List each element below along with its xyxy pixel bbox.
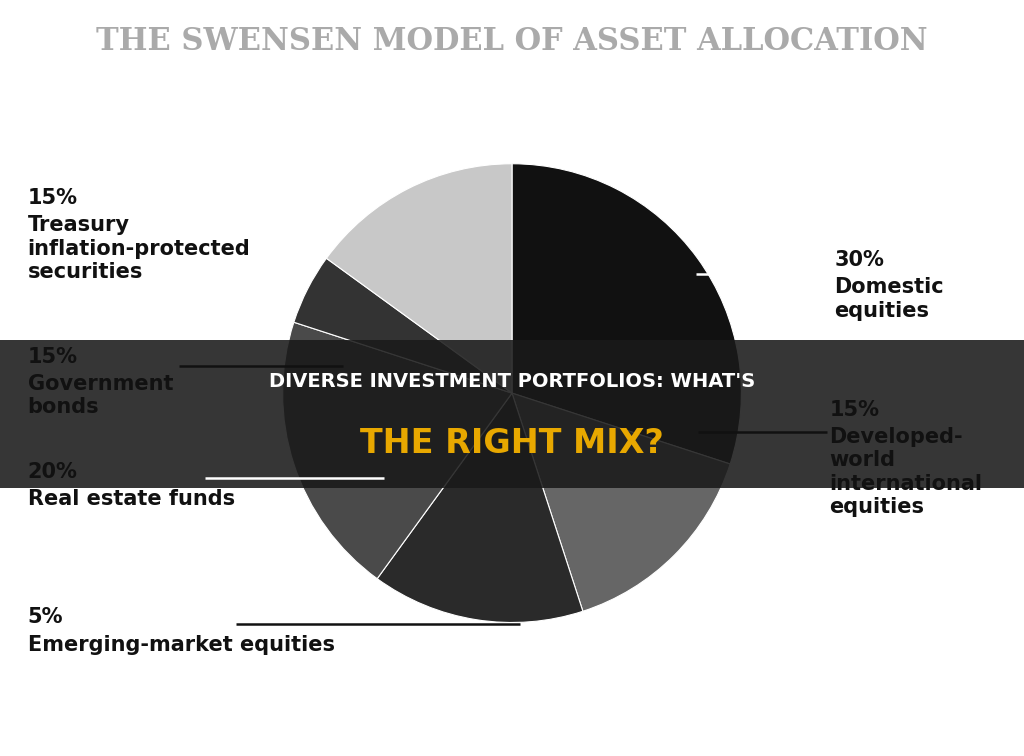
Wedge shape <box>327 164 512 393</box>
Text: 20%: 20% <box>28 462 78 482</box>
Text: Government
bonds: Government bonds <box>28 374 173 417</box>
Wedge shape <box>283 322 512 578</box>
Text: Developed-
world
international
equities: Developed- world international equities <box>829 427 982 517</box>
Text: 15%: 15% <box>829 400 880 420</box>
Text: DIVERSE INVESTMENT PORTFOLIOS: WHAT'S: DIVERSE INVESTMENT PORTFOLIOS: WHAT'S <box>269 372 755 391</box>
Wedge shape <box>512 393 730 612</box>
Text: Domestic
equities: Domestic equities <box>835 277 944 321</box>
Wedge shape <box>512 164 741 464</box>
Text: 15%: 15% <box>28 347 78 367</box>
Text: 15%: 15% <box>28 188 78 208</box>
Text: 5%: 5% <box>28 608 63 627</box>
Text: Emerging-market equities: Emerging-market equities <box>28 635 335 655</box>
Wedge shape <box>377 393 583 622</box>
Text: Real estate funds: Real estate funds <box>28 489 234 509</box>
Text: Treasury
inflation-protected
securities: Treasury inflation-protected securities <box>28 215 251 282</box>
Text: THE SWENSEN MODEL OF ASSET ALLOCATION: THE SWENSEN MODEL OF ASSET ALLOCATION <box>96 26 928 57</box>
Wedge shape <box>294 259 512 393</box>
Text: THE RIGHT MIX?: THE RIGHT MIX? <box>360 427 664 460</box>
Text: 30%: 30% <box>835 250 885 270</box>
